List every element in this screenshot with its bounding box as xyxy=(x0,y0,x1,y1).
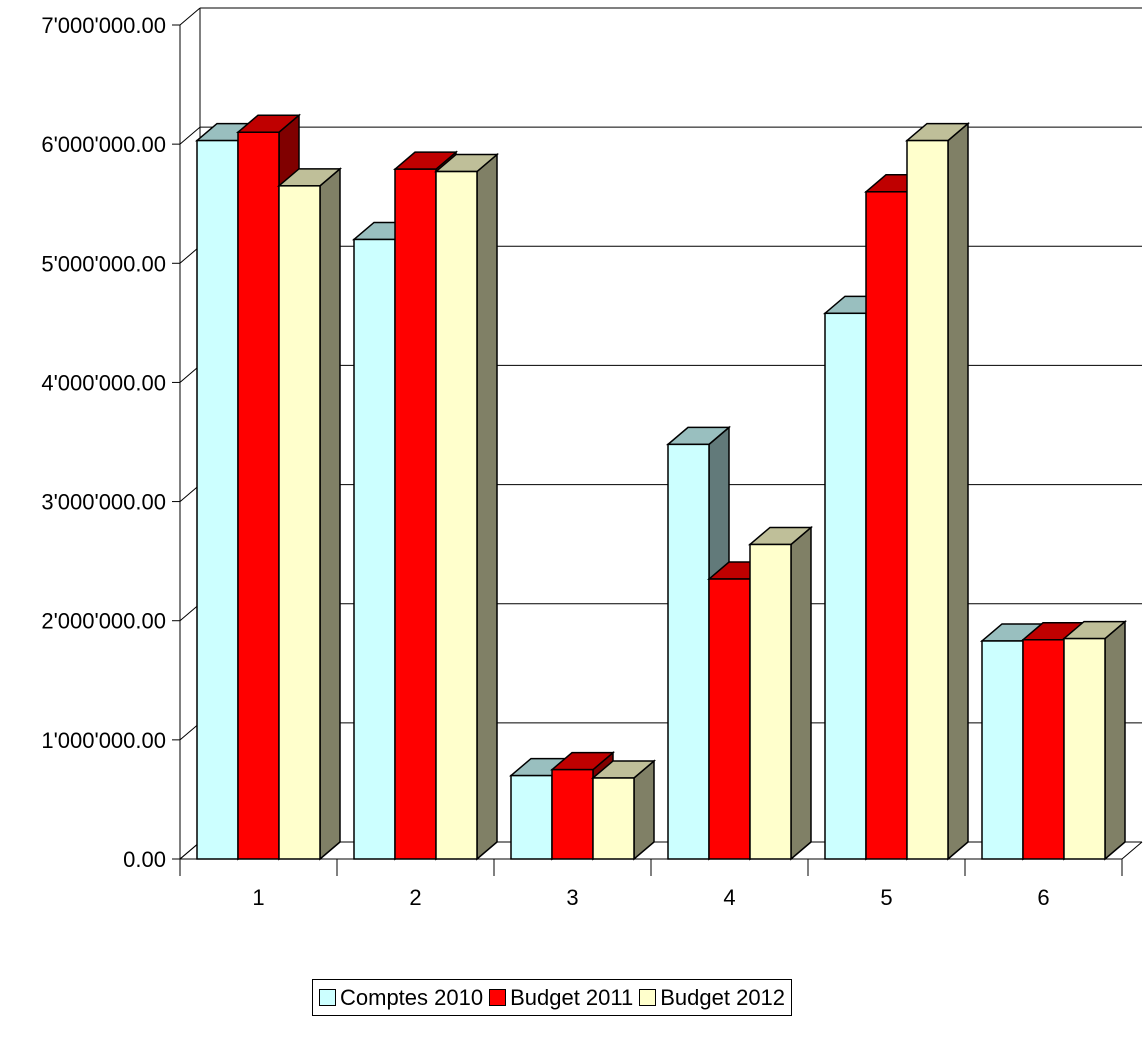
y-tick-label: 2'000'000.00 xyxy=(41,609,166,634)
bar xyxy=(981,640,1024,860)
y-tick-label: 1'000'000.00 xyxy=(41,728,166,753)
bar xyxy=(196,139,239,860)
x-tick-label: 6 xyxy=(1037,885,1049,910)
bar xyxy=(708,578,751,860)
y-tick-label: 4'000'000.00 xyxy=(41,370,166,395)
bar xyxy=(865,191,908,860)
bar xyxy=(394,168,437,860)
bar xyxy=(906,139,949,860)
bar xyxy=(551,768,594,860)
y-tick-depth-line xyxy=(179,126,201,145)
x-tick-label: 5 xyxy=(880,885,892,910)
bar xyxy=(1063,637,1106,860)
bar xyxy=(749,543,792,860)
bar xyxy=(824,312,867,860)
y-tick-label: 0.00 xyxy=(123,847,166,872)
y-tick-depth-line xyxy=(179,7,201,26)
legend-item-budget-2012: Budget 2012 xyxy=(639,985,785,1011)
x-tick-label: 2 xyxy=(409,885,421,910)
legend: Comptes 2010 Budget 2011 Budget 2012 xyxy=(312,979,793,1016)
x-tick-label: 4 xyxy=(723,885,735,910)
legend-item-budget-2011: Budget 2011 xyxy=(489,985,633,1011)
legend-swatch-budget-2011 xyxy=(489,989,507,1006)
bar xyxy=(667,443,710,860)
x-tick-label: 1 xyxy=(252,885,264,910)
legend-label-budget-2011: Budget 2011 xyxy=(510,984,634,1010)
legend-swatch-budget-2012 xyxy=(639,989,657,1006)
bar-side xyxy=(947,121,969,861)
bar xyxy=(237,131,280,860)
legend-swatch-comptes-2010 xyxy=(319,989,336,1006)
floor-right-edge xyxy=(1121,841,1143,860)
bar-side xyxy=(476,152,498,861)
y-tick-label: 5'000'000.00 xyxy=(41,251,166,276)
legend-item-comptes-2010: Comptes 2010 xyxy=(319,985,483,1011)
legend-label-comptes-2010: Comptes 2010 xyxy=(340,984,484,1010)
bar xyxy=(278,185,321,860)
legend-label-budget-2012: Budget 2012 xyxy=(660,984,786,1010)
bar xyxy=(510,774,553,860)
x-tick-label: 3 xyxy=(566,885,578,910)
bar xyxy=(1022,639,1065,860)
bar-side xyxy=(790,525,812,861)
bar xyxy=(353,238,396,860)
bar xyxy=(435,170,478,860)
bar-side xyxy=(319,167,341,861)
y-tick-label: 6'000'000.00 xyxy=(41,132,166,157)
bar-side xyxy=(1104,619,1126,861)
y-tick-label: 7'000'000.00 xyxy=(41,13,166,38)
bar xyxy=(592,777,635,860)
y-tick-label: 3'000'000.00 xyxy=(41,490,166,515)
